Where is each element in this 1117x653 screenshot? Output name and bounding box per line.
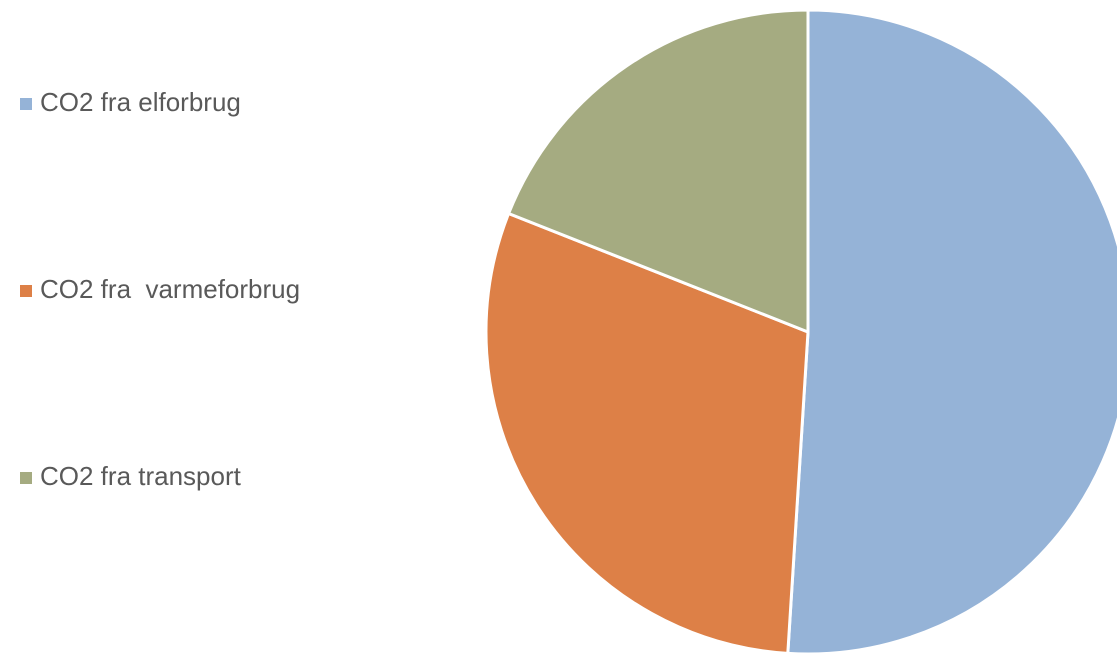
legend-swatch (20, 98, 32, 110)
pie-slice (786, 8, 1117, 653)
legend-label: CO2 fra elforbrug (40, 87, 241, 117)
pie-slice (506, 8, 810, 335)
legend-label: CO2 fra varmeforbrug (40, 274, 300, 304)
legend-swatch (20, 472, 32, 484)
legend-swatch (20, 285, 32, 297)
legend-label: CO2 fra transport (40, 461, 242, 491)
pie-slice (484, 211, 810, 653)
